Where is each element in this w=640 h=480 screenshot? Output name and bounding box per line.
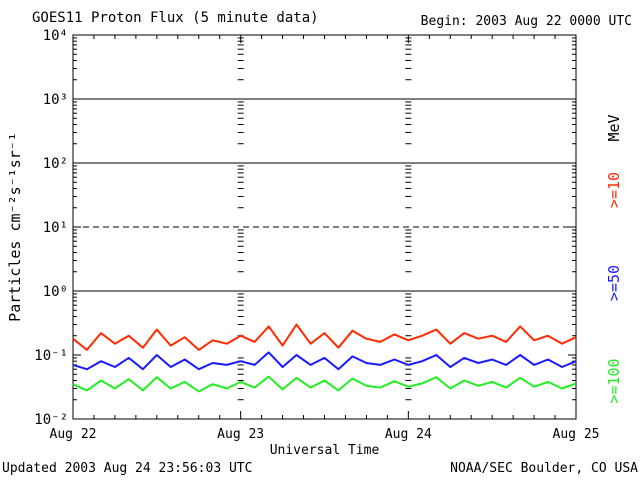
- y-tick-label: 10⁻²: [34, 412, 68, 428]
- begin-time: Begin: 2003 Aug 22 0000 UTC: [420, 14, 632, 29]
- series-line: [72, 375, 577, 393]
- credit-text: NOAA/SEC Boulder, CO USA: [450, 461, 638, 476]
- x-axis-label: Universal Time: [270, 443, 380, 458]
- y-tick-label: 10²: [43, 156, 68, 172]
- y-tick-label: 10⁰: [43, 284, 68, 300]
- x-tick-label: Aug 23: [217, 427, 264, 442]
- legend-entry: >=50: [605, 265, 623, 301]
- chart-title: GOES11 Proton Flux (5 minute data): [32, 10, 319, 26]
- y-tick-label: 10⁻¹: [34, 348, 68, 364]
- y-tick-label: 10¹: [43, 220, 68, 236]
- series-line: [72, 323, 577, 351]
- updated-time: Updated 2003 Aug 24 23:56:03 UTC: [2, 461, 253, 476]
- x-tick-label: Aug 24: [385, 427, 432, 442]
- y-tick-label: 10⁴: [43, 28, 68, 44]
- unit-label: MeV: [605, 114, 623, 141]
- legend-entry: >=10: [605, 172, 623, 208]
- legend-entry: >=100: [605, 358, 623, 403]
- y-axis-label: Particles cm⁻²s⁻¹sr⁻¹: [6, 132, 24, 322]
- y-tick-label: 10³: [43, 92, 68, 108]
- x-tick-label: Aug 22: [50, 427, 97, 442]
- series-line: [72, 351, 577, 371]
- x-tick-label: Aug 25: [553, 427, 600, 442]
